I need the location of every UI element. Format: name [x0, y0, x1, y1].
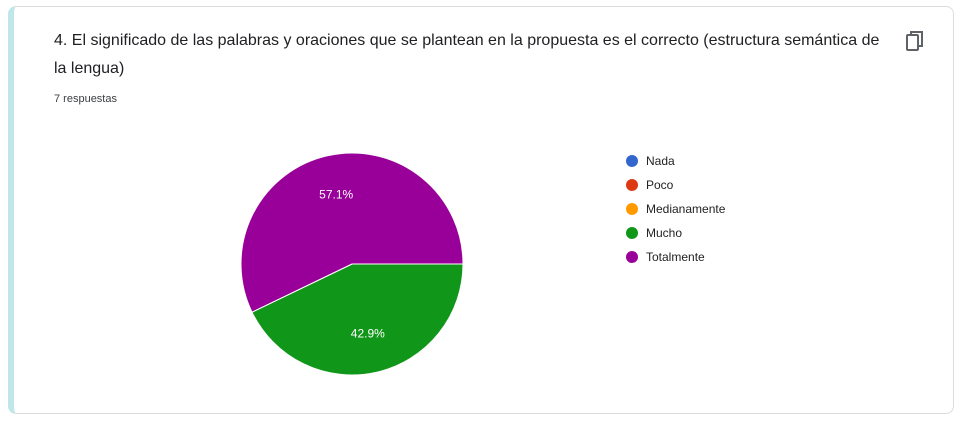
legend-item-medianamente: Medianamente — [626, 197, 725, 221]
legend-label: Totalmente — [646, 250, 705, 264]
slice-label-totalmente: 57.1% — [319, 188, 353, 202]
copy-icon — [906, 31, 923, 51]
legend-dot — [626, 203, 638, 215]
legend-dot — [626, 227, 638, 239]
legend-item-nada: Nada — [626, 149, 725, 173]
pie-chart: 42.9% 57.1% — [240, 152, 464, 376]
legend-item-mucho: Mucho — [626, 221, 725, 245]
pie-slice-totalmente[interactable] — [240, 152, 464, 313]
legend-item-totalmente: Totalmente — [626, 245, 725, 269]
legend-item-poco: Poco — [626, 173, 725, 197]
legend-label: Nada — [646, 154, 675, 168]
legend-label: Mucho — [646, 226, 683, 240]
legend-label: Poco — [646, 178, 674, 192]
legend-label: Medianamente — [646, 202, 726, 216]
chart-legend: Nada Poco Medianamente Mucho Totalmente — [626, 149, 725, 269]
question-card: 4. El significado de las palabras y orac… — [8, 6, 954, 414]
pie-slice-mucho[interactable] — [251, 263, 464, 376]
legend-dot — [626, 251, 638, 263]
copy-chart-button[interactable] — [899, 25, 931, 57]
legend-dot — [626, 179, 638, 191]
slice-label-mucho: 42.9% — [351, 326, 385, 340]
legend-dot — [626, 155, 638, 167]
response-count: 7 respuestas — [54, 93, 117, 105]
question-title: 4. El significado de las palabras y orac… — [54, 32, 880, 77]
